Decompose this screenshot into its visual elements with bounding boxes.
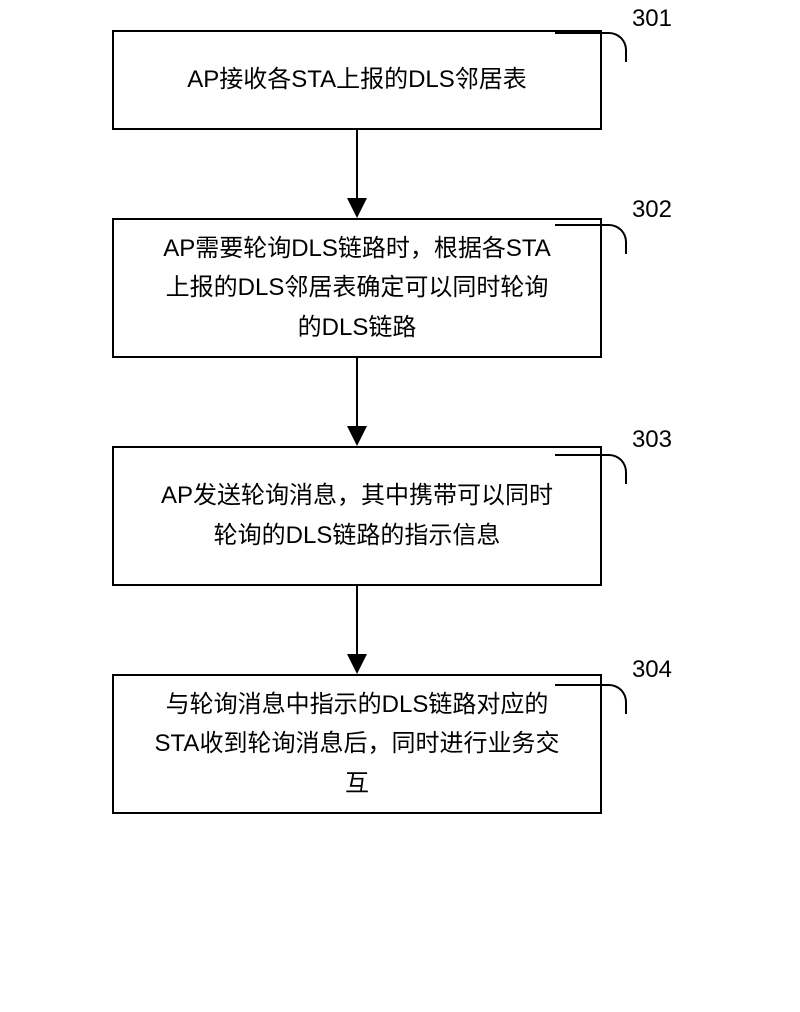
step-box-2: AP需要轮询DLS链路时，根据各STA上报的DLS邻居表确定可以同时轮询的DLS… xyxy=(112,218,602,358)
step-label-2: 302 xyxy=(632,196,672,224)
arrow-line-1 xyxy=(356,130,359,202)
arrow-3 xyxy=(112,586,602,674)
step-label-1: 301 xyxy=(632,5,672,33)
arrow-line-3 xyxy=(356,586,359,658)
arrow-head-2 xyxy=(347,426,367,446)
step-text-1: AP接收各STA上报的DLS邻居表 xyxy=(187,60,527,100)
arrow-1 xyxy=(112,130,602,218)
arrow-head-1 xyxy=(347,198,367,218)
step-box-1: AP接收各STA上报的DLS邻居表 xyxy=(112,30,602,130)
step-text-2: AP需要轮询DLS链路时，根据各STA上报的DLS邻居表确定可以同时轮询的DLS… xyxy=(154,229,560,348)
step-text-3: AP发送轮询消息，其中携带可以同时轮询的DLS链路的指示信息 xyxy=(154,476,560,555)
step-box-4: 与轮询消息中指示的DLS链路对应的STA收到轮询消息后，同时进行业务交互 xyxy=(112,674,602,814)
step-label-4: 304 xyxy=(632,656,672,684)
arrow-line-2 xyxy=(356,358,359,430)
step-box-3: AP发送轮询消息，其中携带可以同时轮询的DLS链路的指示信息 xyxy=(112,446,602,586)
flowchart-container: 301 AP接收各STA上报的DLS邻居表 302 AP需要轮询DLS链路时，根… xyxy=(88,30,712,814)
arrow-2 xyxy=(112,358,602,446)
arrow-head-3 xyxy=(347,654,367,674)
step-label-3: 303 xyxy=(632,426,672,454)
step-text-4: 与轮询消息中指示的DLS链路对应的STA收到轮询消息后，同时进行业务交互 xyxy=(154,685,560,804)
